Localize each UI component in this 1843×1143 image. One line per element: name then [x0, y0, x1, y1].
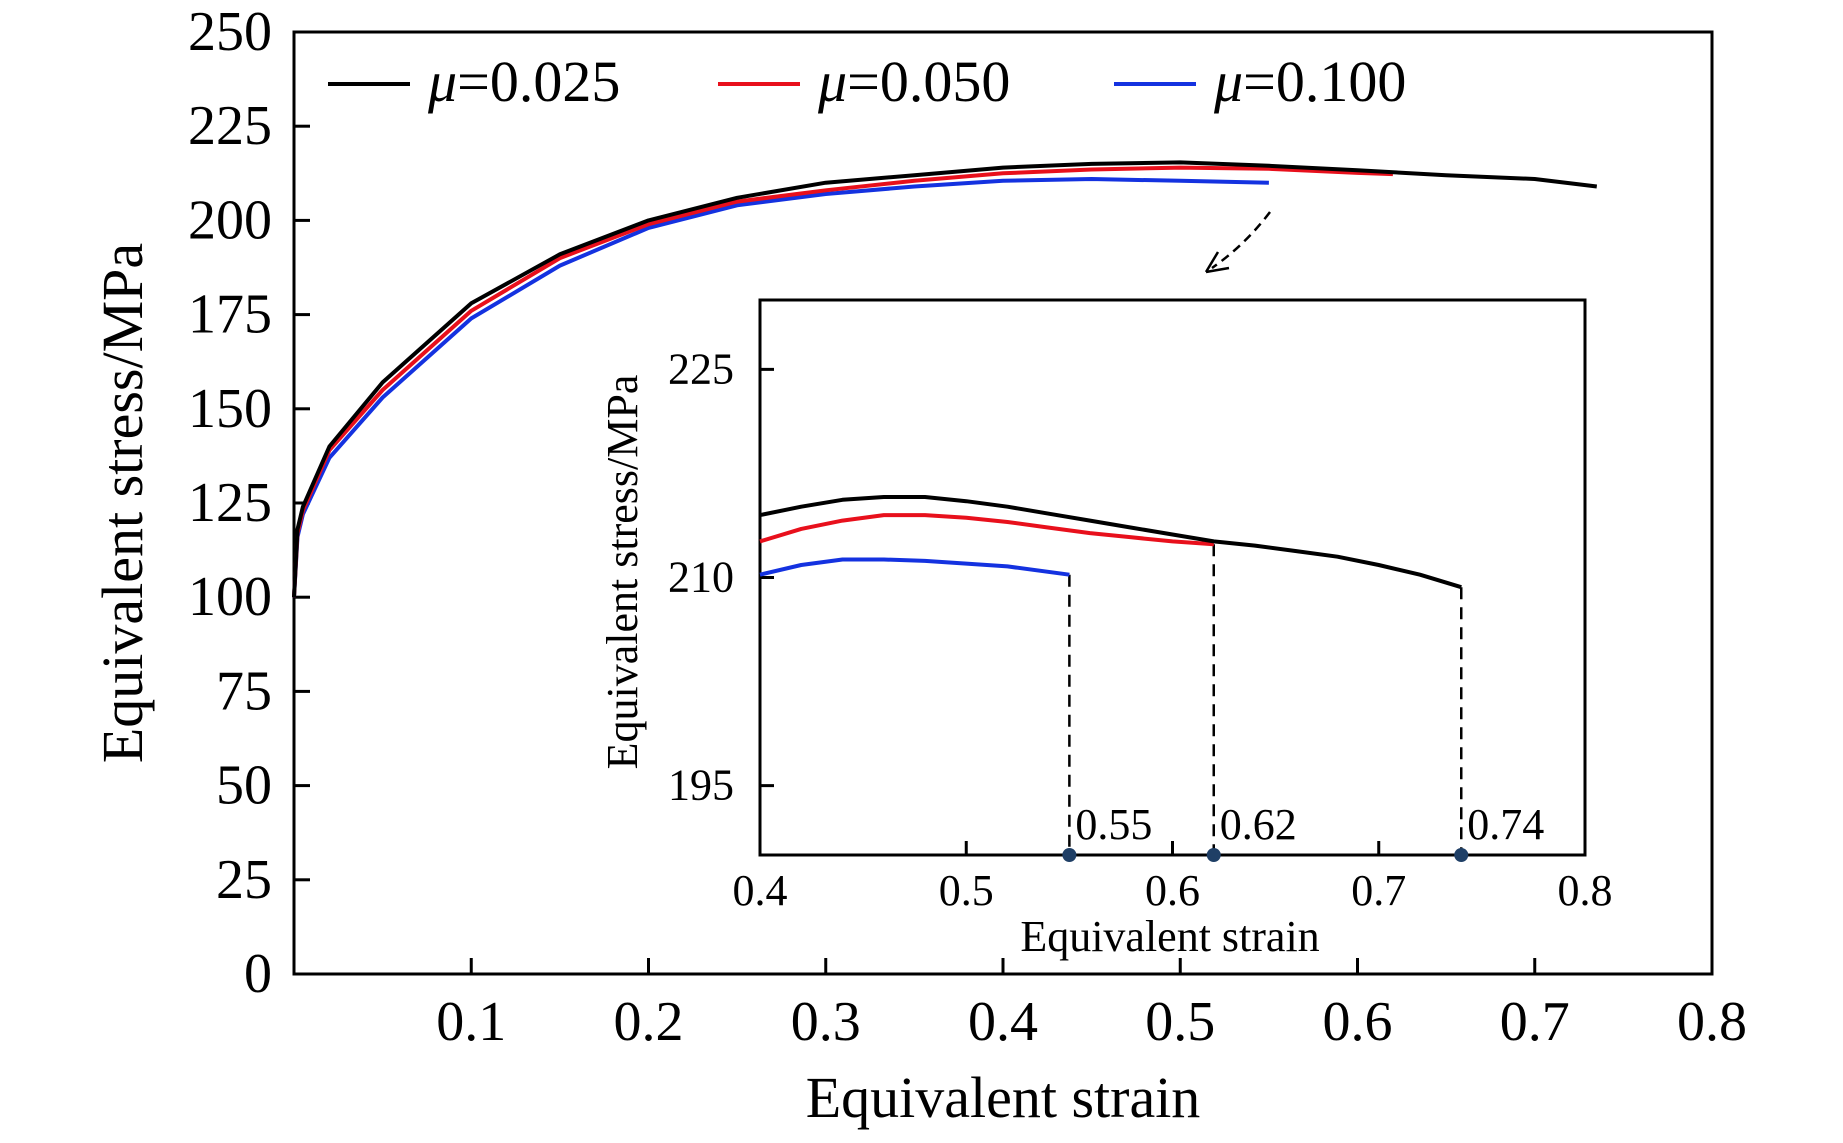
inset-y-tick-label: 225	[668, 344, 734, 393]
inset-marker-dot-1	[1206, 848, 1221, 862]
inset-strain-markers: 0.55 0.62 0.74	[1062, 544, 1544, 862]
main-series-line-0	[292, 160, 1598, 598]
main-x-tick-label: 0.8	[1677, 991, 1747, 1053]
zoom-arrow	[1211, 211, 1271, 270]
main-y-tick-label: 200	[188, 189, 272, 251]
main-y-tick-label: 225	[188, 95, 272, 157]
inset-y-axis-label: Equivalent stress/MPa	[598, 375, 647, 770]
legend-label-2: μ=0.100	[1213, 49, 1406, 114]
main-y-tick-label: 100	[188, 566, 272, 628]
main-axis-ticks	[294, 30, 1714, 976]
inset-marker-label-0: 0.55	[1075, 800, 1152, 849]
zoom-arrow-head	[1204, 251, 1230, 274]
main-x-axis-label: Equivalent strain	[806, 1065, 1201, 1130]
main-y-tick-label: 150	[188, 378, 272, 440]
inset-series-line-1	[759, 513, 1214, 547]
inset-axis-ticks	[758, 367, 1587, 855]
inset-x-tick-label: 0.4	[733, 866, 788, 915]
inset-series-line-0	[759, 495, 1462, 590]
main-x-tick-label: 0.6	[1323, 991, 1393, 1053]
main-y-tick-label: 0	[244, 943, 272, 1005]
inset-marker-dot-0	[1062, 848, 1077, 862]
main-series-group	[292, 160, 1598, 598]
inset-marker-dot-2	[1454, 848, 1469, 862]
main-x-tick-label: 0.2	[614, 991, 684, 1053]
inset-x-tick-label: 0.8	[1558, 866, 1613, 915]
inset-x-tick-label: 0.6	[1145, 866, 1200, 915]
main-y-tick-label: 250	[188, 1, 272, 63]
main-series-line-2	[292, 177, 1269, 598]
legend-label-1: μ=0.050	[817, 49, 1010, 114]
main-x-tick-label: 0.1	[436, 991, 506, 1053]
inset-x-axis-label: Equivalent strain	[1020, 912, 1319, 961]
inset-y-tick-label: 210	[668, 553, 734, 602]
main-tick-labels: 0 25 50 75 100 125 150 175 200 225 250 0.1 0.2 0.3 0.4…	[188, 1, 1747, 1053]
legend: μ=0.025 μ=0.050 μ=0.100	[328, 49, 1406, 114]
inset-background	[760, 300, 1585, 855]
main-y-tick-label: 50	[216, 755, 272, 817]
main-y-tick-label: 25	[216, 849, 272, 911]
inset-series-group	[759, 495, 1462, 590]
main-y-tick-label: 125	[188, 472, 272, 534]
legend-label-0: μ=0.025	[427, 49, 620, 114]
main-y-tick-label: 75	[216, 660, 272, 722]
main-x-tick-label: 0.7	[1500, 991, 1570, 1053]
inset-series-line-2	[759, 557, 1070, 577]
main-x-tick-label: 0.5	[1145, 991, 1215, 1053]
main-y-tick-label: 175	[188, 284, 272, 346]
main-x-tick-label: 0.3	[791, 991, 861, 1053]
main-y-axis-label: Equivalent stress/MPa	[90, 243, 155, 763]
inset-x-tick-label: 0.7	[1351, 866, 1406, 915]
inset-marker-label-1: 0.62	[1220, 800, 1297, 849]
inset-marker-label-2: 0.74	[1467, 800, 1544, 849]
main-x-tick-label: 0.4	[968, 991, 1038, 1053]
inset-tick-labels: 195 210 225 0.4 0.5 0.6 0.7 0.8	[668, 344, 1613, 915]
inset-x-tick-label: 0.5	[939, 866, 994, 915]
inset-y-tick-label: 195	[668, 761, 734, 810]
